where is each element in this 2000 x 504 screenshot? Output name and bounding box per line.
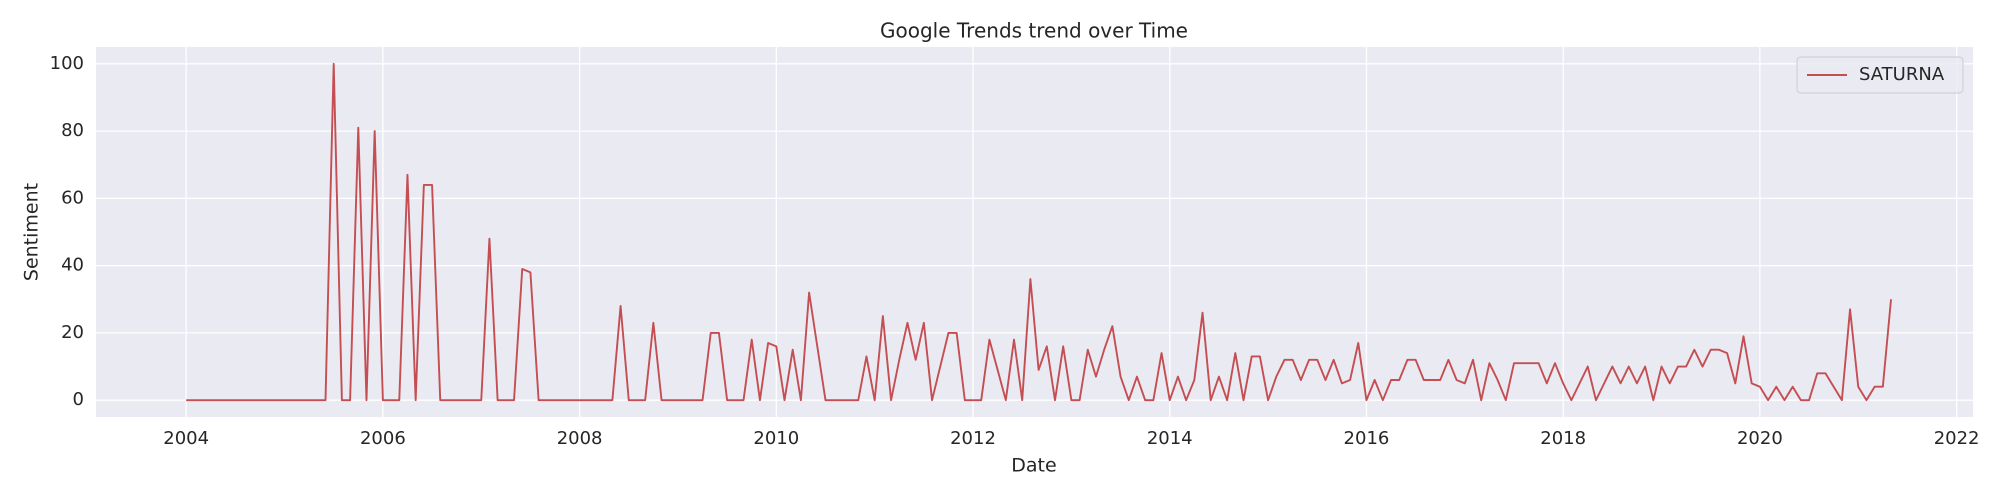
y-tick-label: 20 bbox=[61, 322, 84, 343]
legend-box bbox=[1796, 56, 1964, 94]
x-axis-label: Date bbox=[1011, 455, 1056, 477]
chart-title: Google Trends trend over Time bbox=[880, 19, 1188, 43]
x-tick-label: 2018 bbox=[1540, 428, 1586, 449]
x-tick-label: 2004 bbox=[163, 428, 209, 449]
y-tick-label: 0 bbox=[73, 389, 84, 410]
x-tick-label: 2010 bbox=[753, 428, 799, 449]
x-tick-label: 2020 bbox=[1737, 428, 1783, 449]
y-tick-label: 100 bbox=[50, 53, 84, 74]
y-tick-label: 60 bbox=[61, 187, 84, 208]
y-tick-label: 80 bbox=[61, 120, 84, 141]
y-axis-label: Sentiment bbox=[21, 183, 43, 281]
x-tick-label: 2012 bbox=[950, 428, 996, 449]
x-tick-label: 2008 bbox=[557, 428, 603, 449]
x-tick-label: 2006 bbox=[360, 428, 406, 449]
x-tick-label: 2016 bbox=[1344, 428, 1390, 449]
legend: SATURNA bbox=[1796, 56, 1964, 94]
x-tick-label: 2022 bbox=[1934, 428, 1980, 449]
legend-label: SATURNA bbox=[1859, 64, 1945, 85]
series-line bbox=[186, 62, 1892, 402]
y-tick-label: 40 bbox=[61, 255, 84, 276]
x-tick-label: 2014 bbox=[1147, 428, 1193, 449]
